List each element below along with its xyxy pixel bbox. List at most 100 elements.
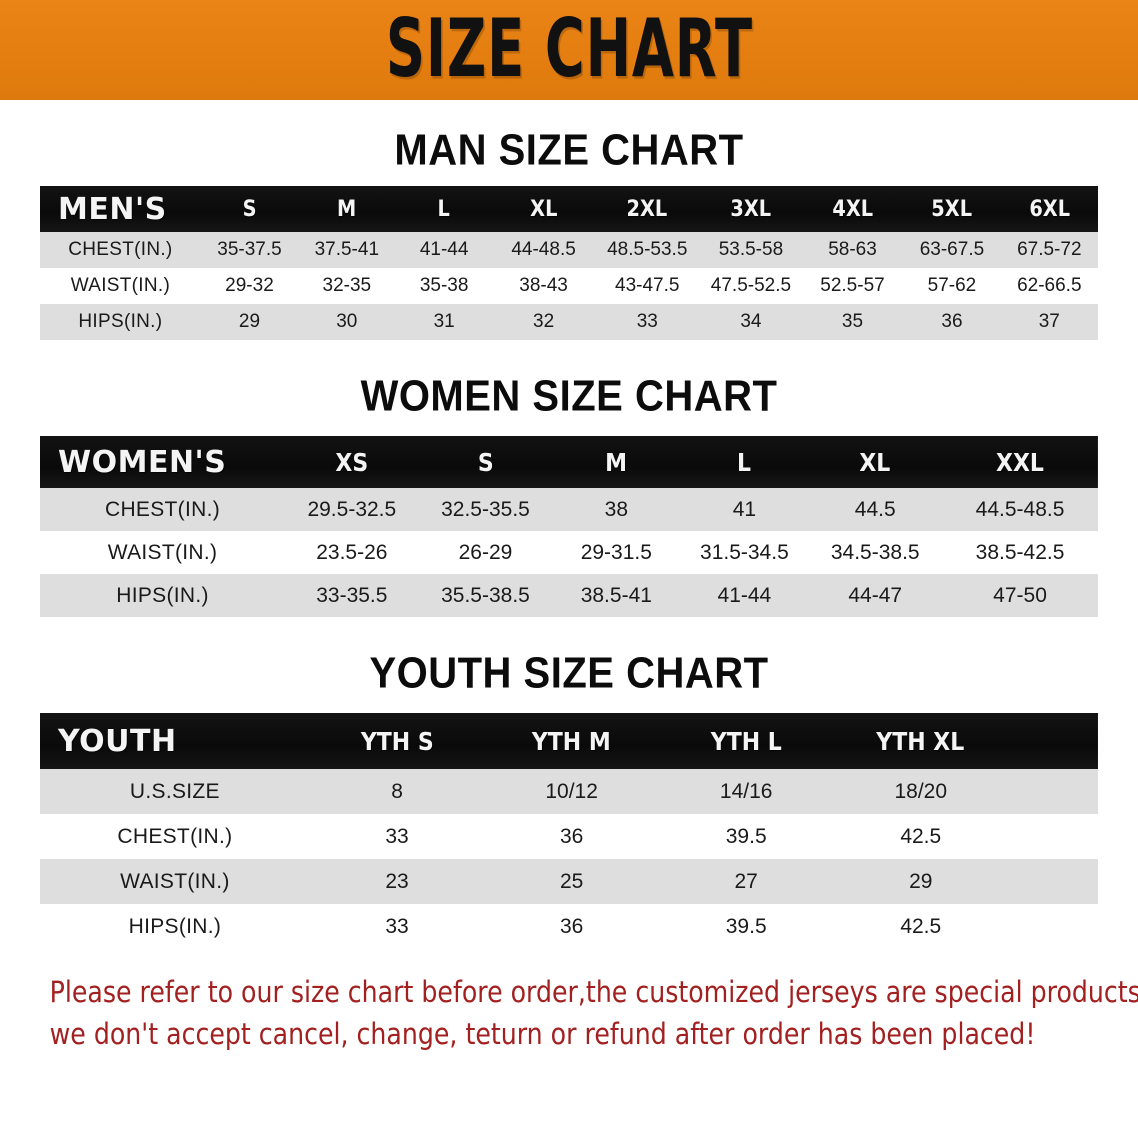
- table-row: U.S.SIZE 8 10/12 14/16 18/20: [40, 769, 1098, 814]
- table-cell-spacer: [1008, 769, 1098, 814]
- table-cell: 37: [1038, 311, 1060, 332]
- youth-row-label-chest-in-: CHEST(IN.): [117, 824, 233, 848]
- women-table-header-row: WOMEN'S XS S M L XL XXL: [40, 436, 1098, 488]
- men-column-header-m: M: [337, 196, 357, 222]
- table-row: HIPS(IN.) 33-35.5 35.5-38.5 38.5-41 41-44 44-…: [40, 574, 1098, 617]
- order-policy-note: Please refer to our size chart before or…: [34, 971, 1138, 1056]
- table-cell: 48.5-53.5: [607, 239, 688, 260]
- table-cell: 36: [559, 824, 584, 848]
- women-column-header-xl: XL: [859, 447, 891, 477]
- youth-column-header-yth-m: YTH M: [532, 726, 612, 756]
- order-policy-note-line-1: Please refer to our size chart before or…: [49, 975, 1138, 1009]
- men-table-corner-label: MEN'S: [58, 191, 167, 227]
- youth-size-table: YOUTH YTH S YTH M YTH L YTH XL U.S.SIZE 8 10/12…: [40, 713, 1098, 949]
- table-cell: 39.5: [725, 824, 767, 848]
- men-section-title: MAN SIZE CHART: [394, 125, 744, 175]
- table-cell: 33: [385, 824, 409, 848]
- men-row-label-waist-in-: WAIST(IN.): [70, 275, 171, 296]
- table-cell: 43-47.5: [615, 275, 680, 296]
- youth-row-label-hips-in-: HIPS(IN.): [128, 914, 222, 938]
- youth-table-header-row: YOUTH YTH S YTH M YTH L YTH XL: [40, 713, 1098, 769]
- men-size-table: MEN'S S M L XL 2XL 3XL 4XL 5XL 6XL CHEST(IN.) 35-37…: [40, 186, 1098, 340]
- table-cell: 67.5-72: [1017, 239, 1082, 260]
- table-cell: 44-47: [848, 583, 903, 607]
- table-cell: 29-32: [225, 275, 274, 296]
- table-cell: 35.5-38.5: [441, 583, 530, 607]
- table-cell: 38.5-41: [580, 583, 652, 607]
- women-column-header-xs: XS: [335, 447, 369, 477]
- men-size-table-wrapper: MEN'S S M L XL 2XL 3XL 4XL 5XL 6XL CHEST(IN.) 35-37…: [40, 186, 1098, 340]
- table-cell: 8: [391, 779, 403, 803]
- table-row: WAIST(IN.) 23 25 27 29: [40, 859, 1098, 904]
- table-cell-spacer: [1008, 814, 1098, 859]
- table-cell: 42.5: [900, 914, 942, 938]
- table-cell: 34.5-38.5: [830, 540, 920, 564]
- table-cell: 44.5-48.5: [975, 497, 1065, 521]
- table-cell: 30: [336, 311, 358, 332]
- table-cell: 39.5: [725, 914, 767, 938]
- women-row-label-hips-in-: HIPS(IN.): [116, 583, 209, 607]
- table-row: CHEST(IN.) 29.5-32.5 32.5-35.5 38 41 44.5 44.5…: [40, 488, 1098, 531]
- men-row-label-hips-in-: HIPS(IN.): [78, 311, 163, 332]
- men-column-header-l: L: [437, 196, 451, 222]
- women-row-label-waist-in-: WAIST(IN.): [107, 540, 218, 564]
- women-column-header-m: M: [605, 447, 628, 477]
- table-cell: 10/12: [545, 779, 598, 803]
- table-cell: 23: [385, 869, 409, 893]
- table-cell: 41-44: [717, 583, 772, 607]
- table-cell: 33: [636, 311, 658, 332]
- youth-column-header-yth-l: YTH L: [710, 726, 782, 756]
- men-column-header-3xl: 3XL: [730, 196, 772, 222]
- page-banner: SIZE CHART: [0, 0, 1138, 100]
- page-title: SIZE CHART: [385, 2, 753, 97]
- table-cell: 53.5-58: [718, 239, 784, 260]
- men-column-header-5xl: 5XL: [931, 196, 973, 222]
- table-row: WAIST(IN.) 29-32 32-35 35-38 38-43 43-47.5 47.…: [40, 268, 1098, 304]
- table-cell: 26-29: [458, 540, 513, 564]
- table-cell: 25: [559, 869, 584, 893]
- men-column-header-xl: XL: [529, 196, 558, 222]
- table-cell: 63-67.5: [919, 239, 985, 260]
- women-row-label-chest-in-: CHEST(IN.): [105, 497, 220, 521]
- table-cell: 33: [385, 914, 409, 938]
- table-cell: 27: [734, 869, 758, 893]
- table-cell: 38: [604, 497, 628, 521]
- table-cell: 32: [533, 311, 555, 332]
- table-cell: 23.5-26: [316, 540, 388, 564]
- table-cell: 29.5-32.5: [307, 497, 397, 521]
- table-cell: 35-37.5: [217, 239, 282, 260]
- table-cell: 38.5-42.5: [975, 540, 1065, 564]
- men-row-label-chest-in-: CHEST(IN.): [68, 239, 173, 260]
- table-cell: 44-48.5: [511, 239, 576, 260]
- table-cell: 14/16: [719, 779, 773, 803]
- table-cell: 29: [238, 311, 261, 332]
- table-row: CHEST(IN.) 35-37.5 37.5-41 41-44 44-48.5 48.5…: [40, 232, 1098, 268]
- table-cell: 47-50: [993, 583, 1047, 607]
- table-cell-spacer: [1008, 904, 1098, 949]
- table-row: HIPS(IN.) 29 30 31 32 33 34 35 36 37: [40, 304, 1098, 340]
- table-cell: 62-66.5: [1017, 275, 1082, 296]
- men-table-header-row: MEN'S S M L XL 2XL 3XL 4XL 5XL 6XL: [40, 186, 1098, 232]
- women-size-table-wrapper: WOMEN'S XS S M L XL XXL CHEST(IN.) 29.5-32.5 32.5…: [40, 436, 1098, 617]
- youth-size-table-wrapper: YOUTH YTH S YTH M YTH L YTH XL U.S.SIZE 8 10/12…: [40, 713, 1098, 949]
- women-section-title: WOMEN SIZE CHART: [360, 371, 778, 421]
- table-cell: 33-35.5: [316, 583, 388, 607]
- table-row: CHEST(IN.) 33 36 39.5 42.5: [40, 814, 1098, 859]
- men-column-header-4xl: 4XL: [832, 196, 873, 222]
- table-cell: 47.5-52.5: [710, 275, 792, 296]
- table-cell: 42.5: [900, 824, 942, 848]
- youth-column-header-yth-xl: YTH XL: [876, 726, 965, 756]
- women-column-header-l: L: [737, 447, 752, 477]
- table-cell: 41-44: [419, 239, 469, 260]
- table-cell: 52.5-57: [820, 275, 885, 296]
- table-cell: 36: [559, 914, 584, 938]
- table-cell: 44.5: [854, 497, 896, 521]
- youth-section-title: YOUTH SIZE CHART: [369, 648, 769, 698]
- youth-table-corner-label: YOUTH: [58, 723, 177, 759]
- table-cell: 35: [841, 311, 864, 332]
- youth-column-header-spacer: [1013, 713, 1092, 769]
- table-cell: 31.5-34.5: [700, 540, 789, 564]
- table-cell: 35-38: [419, 275, 469, 296]
- table-cell: 57-62: [927, 275, 977, 296]
- women-column-header-xxl: XXL: [996, 447, 1044, 477]
